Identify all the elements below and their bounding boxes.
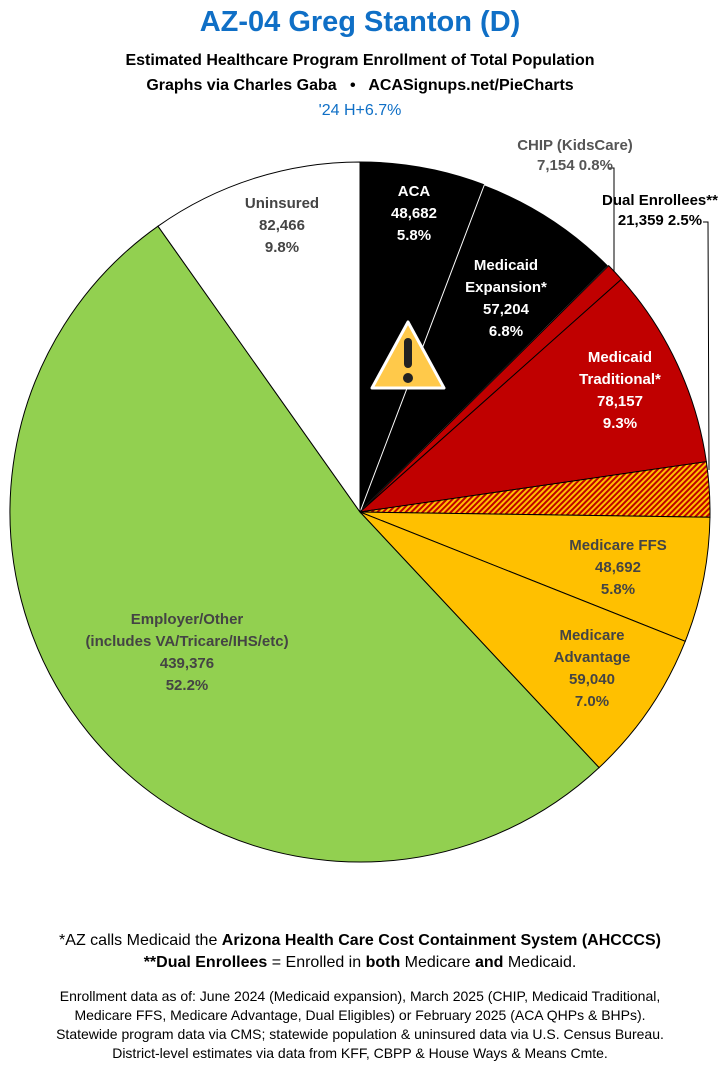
slice-label-dual-enrollees: Dual Enrollees** 21,359 2.5%	[602, 192, 718, 229]
slice-label-value: 9.3%	[603, 415, 637, 432]
source-line: Medicare FFS, Medicare Advantage, Dual E…	[74, 1007, 646, 1023]
pie-slice-medicare-ffs	[359, 511, 711, 642]
chart-subtitle: Estimated Healthcare Program Enrollment …	[125, 52, 595, 69]
pie-chart: ACA 48,682 5.8% Medicaid Expansion* 57,204 6.8…	[9, 137, 718, 863]
pie-slice-employer-other	[9, 225, 600, 863]
slice-label-name: Uninsured	[245, 195, 319, 212]
slice-label-value: 439,376	[160, 655, 214, 672]
source-line: Enrollment data as of: June 2024 (Medica…	[59, 988, 661, 1004]
slice-label-name: ACA	[398, 183, 431, 200]
footnote-bold: both	[365, 954, 401, 971]
slice-label-chip: CHIP (KidsCare) 7,154 0.8%	[517, 137, 633, 174]
leader-line-dual	[703, 221, 710, 471]
source-line: District-level estimates via data from K…	[112, 1045, 608, 1061]
pie-slice-medicaid-expansion	[359, 184, 610, 513]
chart-title: AZ-04 Greg Stanton (D)	[199, 6, 521, 38]
footnote-text: Medicare	[400, 954, 475, 971]
slice-label-value: 59,040	[569, 671, 615, 688]
slice-label-value: 48,692	[595, 559, 641, 576]
slice-label-name: Employer/Other	[131, 611, 244, 628]
slice-label-name: CHIP (KidsCare)	[517, 137, 633, 154]
slice-label-name: Expansion*	[465, 279, 547, 296]
sources-note: Enrollment data as of: June 2024 (Medica…	[0, 987, 720, 1063]
slice-label-value: 6.8%	[489, 323, 523, 340]
footnote-bold: **Dual Enrollees	[143, 954, 268, 971]
footnote-bold: Arizona Health Care Cost Containment Sys…	[221, 932, 661, 949]
pie-slice-medicare-advantage	[359, 511, 686, 769]
slice-label-value: 57,204	[483, 301, 530, 318]
source-line: Statewide program data via CMS; statewid…	[56, 1026, 664, 1042]
chart-credit: Graphs via Charles Gaba • ACASignups.net…	[146, 77, 574, 94]
slice-label-name: Advantage	[554, 649, 631, 666]
slice-label-name: Traditional*	[579, 371, 661, 388]
slice-label-name: Medicaid	[588, 349, 652, 366]
slice-label-value: 9.8%	[265, 239, 299, 256]
slice-label-name: Dual Enrollees**	[602, 192, 718, 209]
footnote-text: = Enrolled in	[267, 954, 366, 971]
slice-label-value: 5.8%	[601, 581, 635, 598]
slice-label-uninsured: Uninsured 82,466 9.8%	[245, 195, 319, 256]
slice-label-name: (includes VA/Tricare/IHS/etc)	[85, 633, 288, 650]
slice-label-medicare-advantage: Medicare Advantage 59,040 7.0%	[554, 627, 631, 710]
slice-label-name: Medicare	[559, 627, 624, 644]
footnote-text: Medicaid.	[503, 954, 577, 971]
footnote-dual: **Dual Enrollees = Enrolled in both Medi…	[0, 952, 720, 974]
warning-triangle-icon	[370, 320, 446, 390]
slice-label-name: Medicare FFS	[569, 537, 667, 554]
pie-slice-aca	[359, 161, 485, 513]
footnote-ahcccs: *AZ calls Medicaid the Arizona Health Ca…	[0, 930, 720, 952]
slice-label-value: 82,466	[259, 217, 305, 234]
slice-label-value: 52.2%	[166, 677, 209, 694]
slice-label-medicaid-expansion: Medicaid Expansion* 57,204 6.8%	[465, 257, 547, 340]
leader-line-chip	[608, 167, 615, 272]
pie-slice-uninsured	[157, 161, 361, 514]
slice-label-aca: ACA 48,682 5.8%	[391, 183, 437, 244]
slice-label-value: 78,157	[597, 393, 643, 410]
footnote-bold: and	[474, 954, 504, 971]
slice-label-name: Medicaid	[474, 257, 538, 274]
slice-label-medicaid-traditional: Medicaid Traditional* 78,157 9.3%	[579, 349, 661, 432]
slice-label-value: 5.8%	[397, 227, 431, 244]
slice-label-medicare-ffs: Medicare FFS 48,692 5.8%	[569, 537, 667, 598]
footnote-text: *AZ calls Medicaid the	[59, 932, 222, 949]
slice-label-value: 21,359 2.5%	[618, 212, 702, 229]
partisan-lean: '24 H+6.7%	[318, 102, 402, 119]
slice-label-employer-other: Employer/Other (includes VA/Tricare/IHS/e…	[85, 611, 288, 694]
slice-label-value: 7,154 0.8%	[537, 157, 613, 174]
slice-label-value: 48,682	[391, 205, 437, 222]
slice-label-value: 7.0%	[575, 693, 609, 710]
pie-slice-medicaid-traditional	[358, 278, 707, 513]
